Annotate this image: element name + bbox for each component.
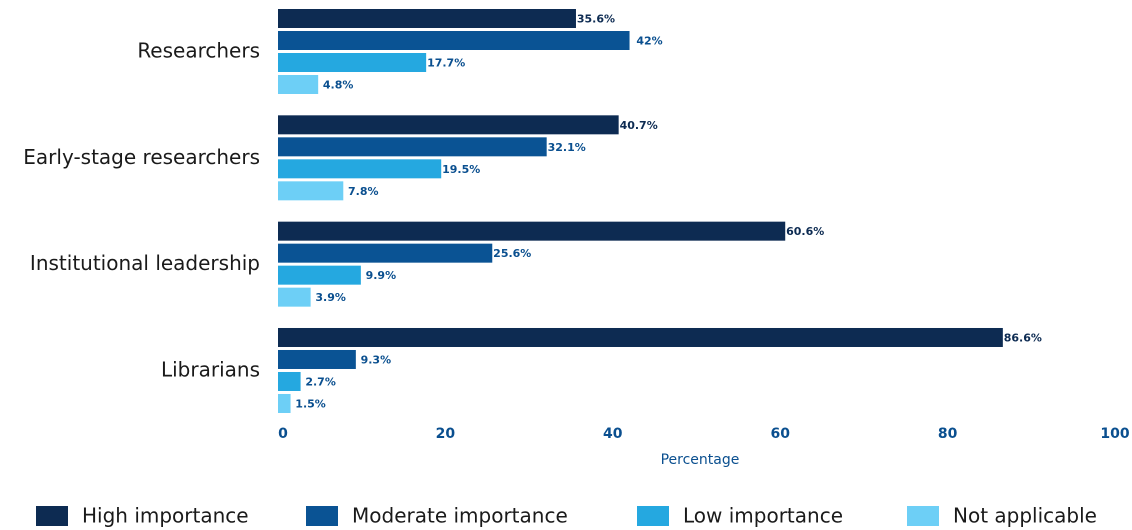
bar: [278, 115, 619, 135]
x-tick-label: 80: [938, 426, 958, 442]
data-label: 25.6%: [493, 247, 531, 260]
category-label: Researchers: [137, 39, 260, 63]
bar: [278, 349, 356, 369]
legend-swatch: [36, 506, 68, 526]
legend-swatch: [637, 506, 669, 526]
data-labels: 35.6% 42% 17.7% 4.8% 40.7% 32.1% 19.5% 7.8% 60.6…: [295, 13, 1042, 411]
bar: [278, 393, 291, 413]
legend-label: Moderate importance: [352, 504, 568, 528]
legend-label: High importance: [82, 504, 249, 528]
data-label: 32.1%: [548, 141, 586, 154]
x-tick-label: 100: [1100, 426, 1129, 442]
data-label: 86.6%: [1004, 331, 1042, 344]
bar: [278, 181, 344, 201]
x-tick-label: 40: [603, 426, 623, 442]
bar: [278, 327, 1003, 347]
bar: [278, 243, 493, 263]
legend-swatch: [907, 506, 939, 526]
data-label: 7.8%: [348, 185, 379, 198]
bar: [278, 53, 427, 72]
bar: [278, 287, 311, 307]
legend-label: Not applicable: [953, 504, 1097, 528]
x-tick-label: 20: [436, 426, 456, 442]
x-tick-label: 60: [770, 426, 790, 442]
legend-label: Low importance: [683, 504, 843, 528]
category-labels: Researchers Early-stage researchers Instit…: [23, 39, 260, 382]
category-label: Institutional leadership: [30, 251, 260, 275]
legend: High importance Moderate importance Low im…: [36, 504, 1097, 528]
bars: [278, 9, 1003, 413]
bar: [278, 265, 361, 285]
data-label: 1.5%: [295, 397, 326, 410]
bar: [278, 31, 630, 50]
bar: [278, 221, 786, 241]
x-tick-label: 0: [278, 426, 288, 442]
data-label: 19.5%: [442, 163, 480, 176]
data-label: 60.6%: [786, 225, 824, 238]
data-label: 3.9%: [315, 291, 346, 304]
bar: [278, 137, 547, 157]
bar: [278, 159, 442, 179]
data-label: 4.8%: [323, 79, 354, 92]
x-axis-ticks: 0 20 40 60 80 100: [278, 426, 1130, 442]
category-label: Librarians: [161, 357, 260, 381]
bar: [278, 9, 576, 28]
data-label: 9.9%: [366, 269, 397, 282]
bar: [278, 75, 319, 94]
data-label: 40.7%: [620, 119, 658, 132]
x-axis-title: Percentage: [661, 452, 740, 468]
category-label: Early-stage researchers: [23, 145, 260, 169]
bar: [278, 371, 301, 391]
data-label: 9.3%: [361, 353, 392, 366]
data-label: 2.7%: [305, 375, 336, 388]
data-label: 35.6%: [577, 13, 615, 26]
legend-swatch: [306, 506, 338, 526]
data-label: 17.7%: [427, 57, 465, 70]
data-label: 42%: [636, 35, 662, 48]
